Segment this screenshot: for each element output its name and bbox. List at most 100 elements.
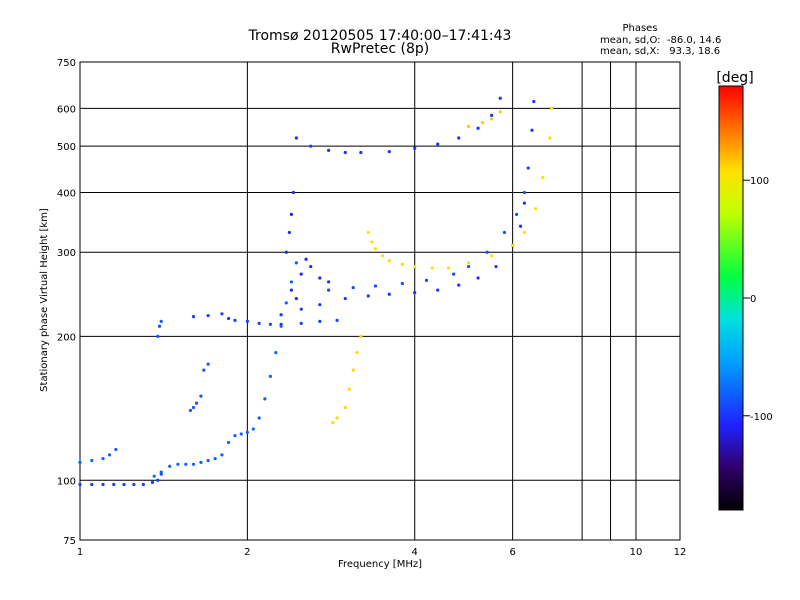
data-point — [299, 307, 303, 311]
colorbar-tick-label: 100 — [750, 176, 769, 187]
data-point — [299, 272, 303, 276]
data-point — [289, 280, 293, 284]
chart-title: Tromsø 20120505 17:40:00–17:41:43 — [248, 28, 512, 44]
data-point — [413, 264, 417, 269]
data-point — [446, 266, 451, 270]
data-point — [159, 470, 163, 474]
data-point — [380, 254, 385, 258]
data-point — [78, 460, 82, 464]
data-point — [476, 126, 480, 130]
data-point — [152, 474, 156, 478]
data-point — [188, 408, 193, 413]
data-point — [436, 142, 440, 146]
data-point — [511, 243, 515, 248]
data-point — [304, 257, 308, 261]
data-point — [191, 462, 196, 466]
data-point — [78, 482, 82, 487]
data-point — [467, 261, 471, 265]
data-point — [481, 121, 485, 125]
colorbar: [deg] 100 0 -100 — [716, 70, 773, 511]
data-point — [359, 334, 363, 338]
data-point — [518, 224, 523, 228]
data-point — [122, 482, 126, 487]
data-point — [343, 296, 347, 301]
chart-subtitle: RwPretec (8p) — [331, 41, 429, 57]
data-point — [156, 334, 160, 338]
data-point — [370, 240, 374, 244]
plot-frame — [79, 61, 681, 541]
data-point — [268, 322, 272, 326]
data-point — [331, 421, 335, 425]
data-point — [373, 284, 378, 288]
data-point — [226, 440, 231, 445]
data-point — [318, 276, 322, 280]
data-point — [268, 374, 272, 378]
phase-stats-o: mean, sd,O: -86.0, 14.6 — [600, 35, 721, 46]
data-point — [279, 322, 283, 326]
x-tick-label: 10 — [630, 547, 643, 558]
data-point — [351, 285, 355, 290]
data-point — [289, 288, 293, 292]
data-point — [159, 319, 163, 323]
data-point — [199, 460, 203, 464]
data-point — [279, 313, 283, 317]
y-tick-label: 300 — [57, 248, 76, 259]
data-point — [274, 350, 278, 355]
data-point — [263, 397, 267, 401]
data-point — [387, 259, 391, 263]
data-point — [284, 301, 288, 305]
data-point — [522, 230, 527, 235]
data-point — [522, 201, 527, 205]
data-point — [90, 458, 94, 463]
colorbar-tick-label: 0 — [750, 294, 756, 305]
y-tick-label: 75 — [63, 536, 76, 547]
data-point — [457, 283, 461, 287]
data-point — [199, 394, 203, 398]
grid-lines — [79, 62, 681, 540]
data-point — [318, 303, 322, 307]
data-point — [251, 427, 255, 431]
x-axis-label: Frequency [MHz] — [338, 559, 422, 570]
data-point — [206, 458, 210, 463]
data-point — [549, 106, 554, 110]
data-point — [294, 261, 298, 265]
data-points — [78, 96, 554, 487]
data-point — [436, 288, 440, 292]
data-point — [467, 264, 471, 269]
data-point — [548, 136, 552, 140]
data-point — [373, 247, 378, 251]
data-point — [327, 280, 331, 284]
data-point — [498, 110, 502, 114]
data-point — [366, 230, 370, 235]
colorbar-label: [deg] — [716, 70, 753, 86]
data-point — [168, 464, 172, 468]
data-point — [233, 434, 237, 438]
data-point — [347, 387, 351, 391]
data-point — [294, 296, 298, 301]
data-point — [413, 146, 417, 150]
data-point — [490, 117, 494, 121]
data-point — [289, 212, 293, 216]
data-point — [430, 266, 434, 270]
data-point — [206, 314, 210, 318]
data-point — [327, 148, 331, 152]
colorbar-ticks: 100 0 -100 — [743, 176, 773, 423]
data-point — [150, 480, 155, 484]
data-point — [213, 457, 217, 461]
colorbar-tick-label: -100 — [750, 412, 773, 423]
x-tick-label: 12 — [674, 547, 687, 558]
data-point — [351, 368, 355, 372]
x-tick-label: 1 — [77, 547, 83, 558]
data-point — [424, 278, 429, 282]
data-point — [194, 401, 199, 405]
data-point — [132, 482, 136, 487]
y-tick-label: 400 — [57, 188, 76, 199]
data-point — [101, 482, 105, 487]
data-point — [413, 290, 417, 295]
x-axis-ticks: 1 2 4 6 10 12 — [77, 547, 687, 558]
data-point — [318, 319, 322, 323]
data-point — [359, 150, 363, 155]
data-point — [112, 482, 116, 487]
data-point — [343, 150, 347, 155]
